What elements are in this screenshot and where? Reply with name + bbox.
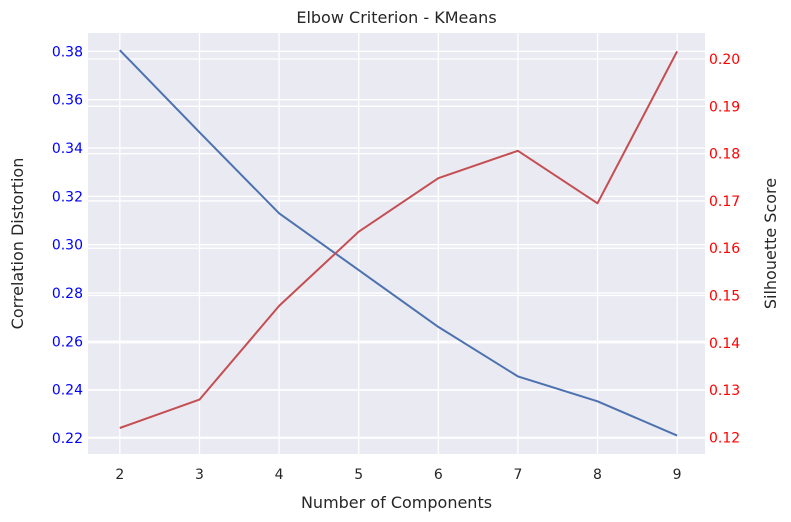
- y-right-tick-label: 0.15: [709, 289, 740, 305]
- x-tick-label: 2: [115, 467, 124, 483]
- tick-labels: 2 3 4 5 6 7 8 9 0.22 0.24 0.26 0.28 0.30 0.32 0.34 0.36…: [52, 44, 740, 483]
- series-lines: [119, 49, 678, 437]
- plot-area: [88, 33, 705, 454]
- y-left-tick-label: 0.36: [52, 93, 83, 109]
- y-left-tick-label: 0.28: [52, 286, 83, 302]
- y-axis-left-label: Correlation Distortion: [8, 158, 27, 330]
- x-tick-label: 4: [275, 467, 284, 483]
- y-left-tick-label: 0.26: [52, 334, 83, 350]
- y-right-tick-label: 0.18: [709, 147, 740, 163]
- y-right-tick-label: 0.20: [709, 52, 740, 68]
- x-tick-label: 6: [434, 467, 443, 483]
- y-right-tick-label: 0.19: [709, 99, 740, 115]
- y-right-tick-label: 0.16: [709, 241, 740, 257]
- distortion-line: [119, 49, 678, 437]
- x-tick-label: 7: [513, 467, 522, 483]
- y-right-tick-label: 0.17: [709, 194, 740, 210]
- y-left-tick-label: 0.38: [52, 44, 83, 60]
- y-left-tick-label: 0.32: [52, 189, 83, 205]
- y-left-tick-label: 0.34: [52, 141, 83, 157]
- y-right-tick-label: 0.13: [709, 383, 740, 399]
- y-left-tick-label: 0.22: [52, 431, 83, 447]
- y-left-tick-label: 0.30: [52, 238, 83, 254]
- y-left-tick-label: 0.24: [52, 383, 83, 399]
- x-tick-label: 9: [673, 467, 682, 483]
- y-right-tick-label: 0.12: [709, 430, 740, 446]
- x-tick-label: 3: [195, 467, 204, 483]
- y-right-tick-label: 0.14: [709, 336, 740, 352]
- x-tick-label: 5: [354, 467, 363, 483]
- chart-title: Elbow Criterion - KMeans: [296, 8, 496, 27]
- silhouette-line: [119, 50, 678, 429]
- x-tick-label: 8: [593, 467, 602, 483]
- y-axis-right-label: Silhouette Score: [761, 178, 780, 309]
- x-axis-label: Number of Components: [301, 493, 492, 512]
